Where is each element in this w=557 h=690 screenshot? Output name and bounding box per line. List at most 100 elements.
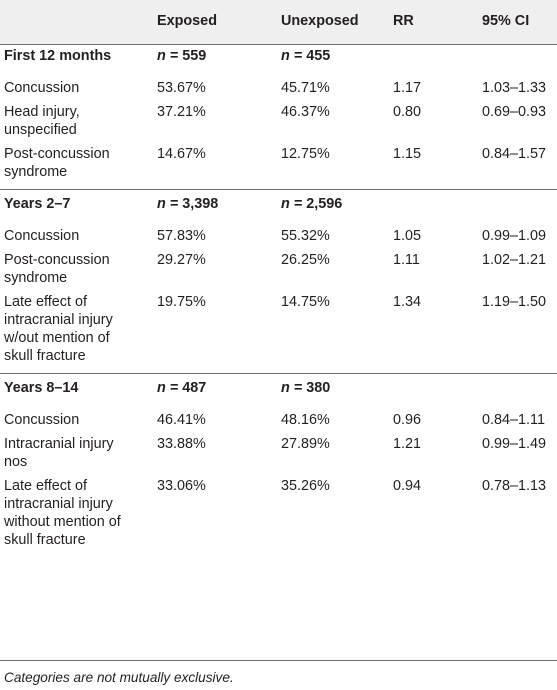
table-body: First 12 months n = 559 n = 455 Concussion 5…	[0, 43, 557, 557]
bottom-rule	[0, 660, 557, 661]
cell-exposed: 53.67%	[157, 80, 206, 96]
row-label-line: Post-concussion	[4, 252, 110, 268]
cell-unexposed: 55.32%	[281, 228, 330, 244]
row-label-line: unspecified	[4, 122, 77, 138]
row-label-line: without mention of	[4, 514, 121, 530]
n-value: 487	[182, 379, 207, 396]
cell-ci: 0.84–1.57	[482, 146, 547, 162]
row-label: Late effect of intracranial injury without…	[0, 473, 153, 557]
cell-rr: 0.80	[393, 104, 422, 120]
table-row: Head injury, unspecified 37.21% 46.37% 0.80 0…	[0, 99, 557, 141]
row-label-line: Concussion	[4, 228, 80, 244]
cell-rr: 1.17	[393, 80, 422, 96]
cell-ci: 1.19–1.50	[482, 294, 547, 310]
n-prefix: n =	[281, 47, 307, 64]
header-label	[0, 0, 153, 44]
section-title: Years 2–7	[0, 188, 153, 223]
row-label-line: nos	[4, 454, 28, 470]
row-label-line: syndrome	[4, 164, 68, 180]
cell-exposed: 33.06%	[157, 478, 206, 494]
row-label-line: intracranial injury	[4, 496, 113, 512]
n-value: 455	[306, 47, 331, 64]
cell-unexposed: 48.16%	[281, 412, 330, 428]
table-row: Concussion 46.41% 48.16% 0.96 0.84–1.11	[0, 407, 557, 431]
cell-ci: 0.78–1.13	[482, 478, 547, 494]
row-label-line: skull fracture	[4, 348, 86, 364]
table-footnote: Categories are not mutually exclusive.	[4, 670, 234, 685]
row-label: Concussion	[0, 223, 153, 247]
header-ci: 95% CI	[482, 13, 530, 29]
row-label: Head injury, unspecified	[0, 99, 153, 141]
n-value: 559	[182, 47, 207, 64]
section-empty-rr	[389, 43, 478, 75]
section-n-exposed: n = 3,398	[153, 188, 277, 223]
cell-exposed: 14.67%	[157, 146, 206, 162]
section-header-row: Years 8–14 n = 487 n = 380	[0, 372, 557, 407]
section-header-row: First 12 months n = 559 n = 455	[0, 43, 557, 75]
cell-ci: 0.84–1.11	[482, 412, 545, 428]
cell-rr: 1.34	[393, 294, 422, 310]
row-label-line: Concussion	[4, 412, 80, 428]
cell-rr: 1.05	[393, 228, 422, 244]
row-label: Post-concussion syndrome	[0, 141, 153, 189]
cell-unexposed: 35.26%	[281, 478, 330, 494]
section-header-row: Years 2–7 n = 3,398 n = 2,596	[0, 188, 557, 223]
header-unexposed: Unexposed	[281, 13, 359, 29]
section-empty-ci	[478, 372, 557, 407]
table-row: Late effect of intracranial injury without…	[0, 473, 557, 557]
row-label: Post-concussion syndrome	[0, 247, 153, 289]
cell-ci: 0.69–0.93	[482, 104, 547, 120]
cell-rr: 0.96	[393, 412, 422, 428]
header-rr: RR	[393, 13, 414, 29]
n-value: 380	[306, 379, 331, 396]
row-label: Late effect of intracranial injury w/out m…	[0, 289, 153, 373]
cell-unexposed: 45.71%	[281, 80, 330, 96]
n-prefix: n =	[281, 195, 307, 212]
section-empty-rr	[389, 372, 478, 407]
row-label-line: w/out mention of	[4, 330, 110, 346]
row-label: Intracranial injury nos	[0, 431, 153, 473]
results-table: Exposed Unexposed RR 95% CI First 12 mon…	[0, 0, 557, 557]
section-empty-rr	[389, 188, 478, 223]
cell-unexposed: 46.37%	[281, 104, 330, 120]
cell-rr: 1.21	[393, 436, 422, 452]
cell-unexposed: 26.25%	[281, 252, 330, 268]
cell-ci: 1.03–1.33	[482, 80, 547, 96]
row-label-line: skull fracture	[4, 532, 86, 548]
n-prefix: n =	[157, 379, 183, 396]
row-label-line: Late effect of	[4, 294, 87, 310]
cell-unexposed: 14.75%	[281, 294, 330, 310]
n-prefix: n =	[157, 195, 183, 212]
row-label-line: Late effect of	[4, 478, 87, 494]
table-row: Late effect of intracranial injury w/out m…	[0, 289, 557, 373]
cell-exposed: 19.75%	[157, 294, 206, 310]
section-n-exposed: n = 487	[153, 372, 277, 407]
n-value: 3,398	[182, 195, 219, 212]
section-n-unexposed: n = 455	[277, 43, 389, 75]
table-row: Intracranial injury nos 33.88% 27.89% 1.21 0.…	[0, 431, 557, 473]
section-n-unexposed: n = 2,596	[277, 188, 389, 223]
cell-ci: 1.02–1.21	[482, 252, 547, 268]
cell-ci: 0.99–1.49	[482, 436, 547, 452]
section-title: Years 8–14	[0, 372, 153, 407]
table-row: Concussion 57.83% 55.32% 1.05 0.99–1.09	[0, 223, 557, 247]
n-prefix: n =	[281, 379, 307, 396]
row-label-line: Head injury,	[4, 104, 80, 120]
cell-exposed: 33.88%	[157, 436, 206, 452]
row-label-line: syndrome	[4, 270, 68, 286]
row-label-line: Concussion	[4, 80, 80, 96]
row-label-line: Post-concussion	[4, 146, 110, 162]
cell-rr: 0.94	[393, 478, 422, 494]
cell-exposed: 46.41%	[157, 412, 206, 428]
section-title: First 12 months	[0, 43, 153, 75]
section-n-exposed: n = 559	[153, 43, 277, 75]
cell-rr: 1.11	[393, 252, 420, 268]
table-row: Post-concussion syndrome 29.27% 26.25% 1.11 1…	[0, 247, 557, 289]
cell-exposed: 29.27%	[157, 252, 206, 268]
n-prefix: n =	[157, 47, 183, 64]
table-row: Concussion 53.67% 45.71% 1.17 1.03–1.33	[0, 75, 557, 99]
cell-ci: 0.99–1.09	[482, 228, 547, 244]
row-label: Concussion	[0, 407, 153, 431]
cell-rr: 1.15	[393, 146, 422, 162]
